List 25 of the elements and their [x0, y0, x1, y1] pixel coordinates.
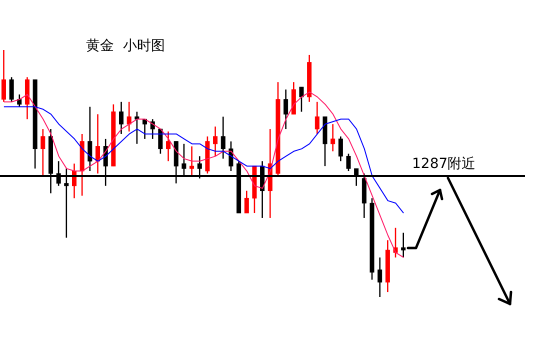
- candlestick: [299, 86, 304, 112]
- candlestick: [1, 50, 6, 103]
- candlestick: [314, 101, 320, 135]
- candlestick: [228, 140, 234, 172]
- candlestick: [378, 256, 382, 297]
- chart-title: 黄金 小时图: [86, 37, 165, 55]
- candlestick: [126, 101, 132, 132]
- candlestick: [346, 153, 351, 172]
- candlestick: [9, 76, 14, 103]
- candlestick: [96, 114, 100, 174]
- candlestick: [88, 106, 92, 172]
- candlestick: [119, 101, 124, 135]
- candlestick: [401, 232, 406, 258]
- candlestick: [190, 146, 194, 177]
- candlestick: [158, 128, 163, 154]
- candlestick: [338, 136, 343, 162]
- candlestick: [220, 116, 226, 160]
- ref-line-label: 1287附近: [412, 156, 476, 172]
- candlestick: [244, 190, 249, 214]
- candlestick: [213, 126, 218, 157]
- candlestick: [330, 123, 336, 152]
- candlestick: [166, 130, 171, 162]
- candlestick: [134, 111, 140, 145]
- candlestick: [40, 128, 46, 177]
- candlestick: [284, 88, 288, 130]
